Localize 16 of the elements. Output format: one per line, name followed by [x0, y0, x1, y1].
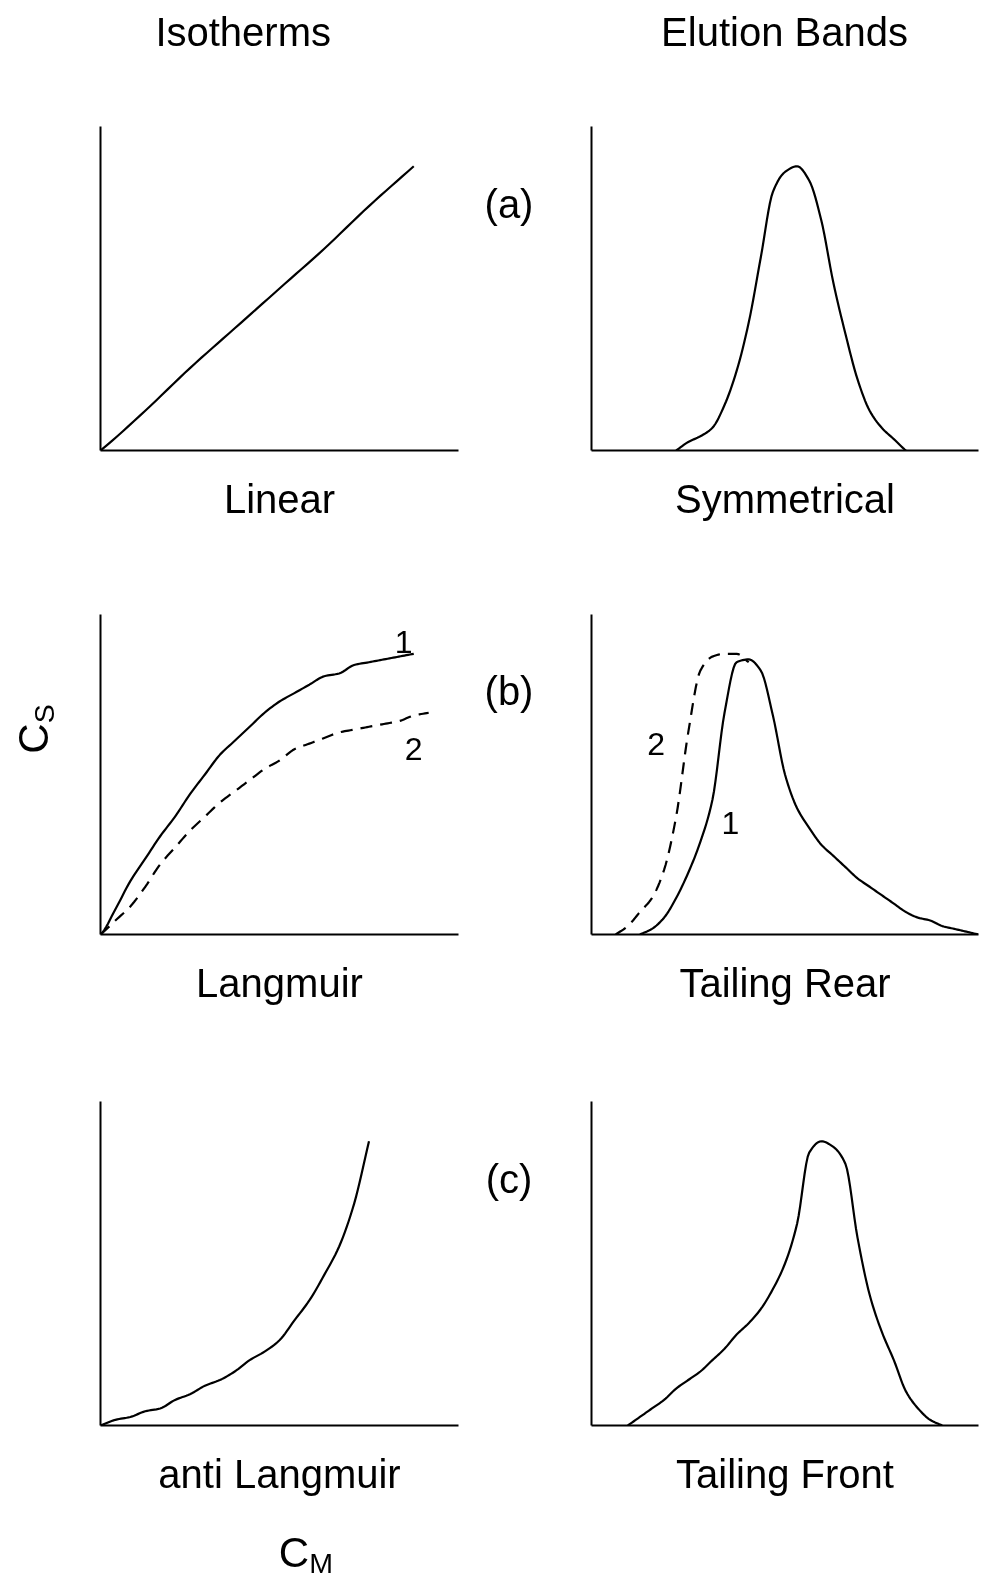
- series-label: 2: [404, 730, 423, 767]
- x-axis-title: Tailing Rear: [679, 960, 891, 1005]
- series-label: 1: [394, 623, 413, 660]
- chart-title: Elution Bands: [661, 9, 908, 55]
- text: (c): [485, 1155, 533, 1202]
- chart-title: Isotherms: [155, 9, 331, 55]
- text: C$_{M}$: [278, 1528, 333, 1580]
- series-label: 2: [647, 726, 666, 763]
- x-axis-title: Symmetrical: [674, 476, 896, 521]
- text: (b): [484, 667, 534, 714]
- series-label: 1: [721, 804, 740, 841]
- x-axis-title: Tailing Front: [676, 1451, 894, 1496]
- x-axis-title: Langmuir: [196, 960, 363, 1005]
- text: (a): [484, 180, 534, 227]
- x-axis-title: anti Langmuir: [158, 1451, 401, 1496]
- x-axis-title: Linear: [223, 476, 336, 521]
